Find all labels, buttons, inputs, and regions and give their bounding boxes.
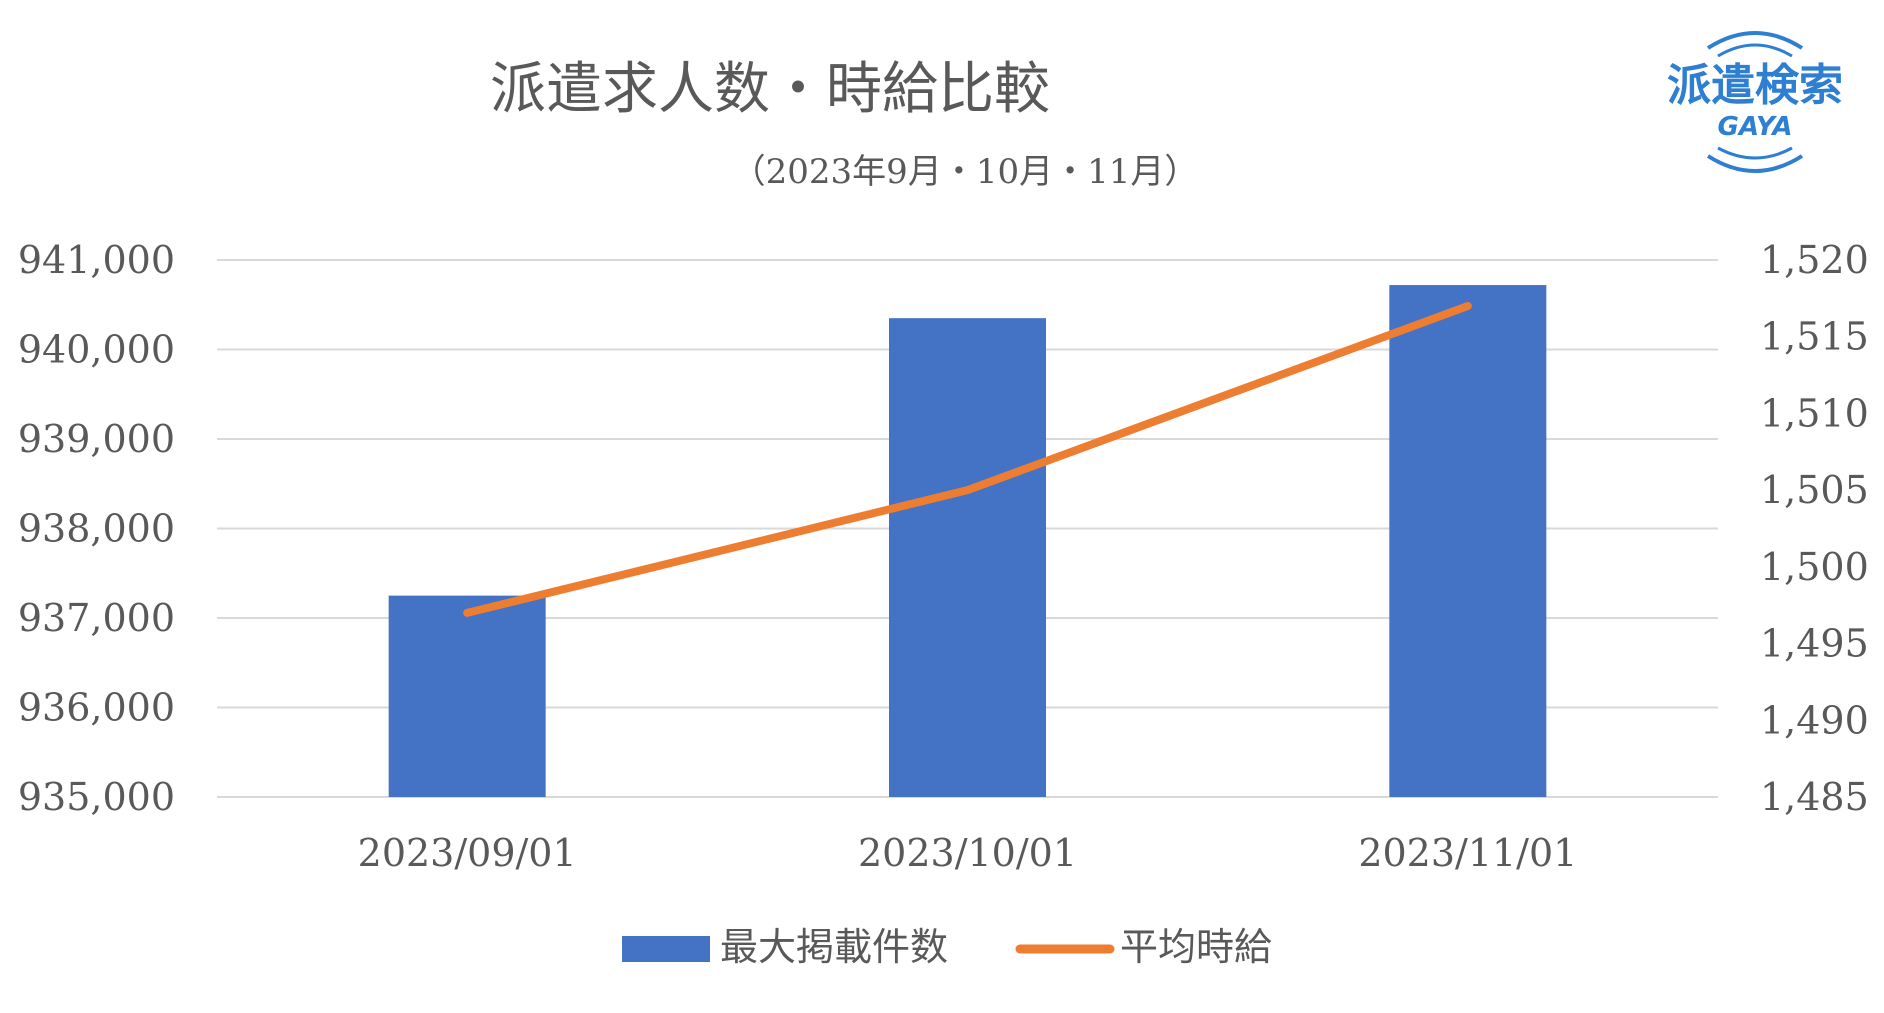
y-left-tick-label: 936,000 (18, 686, 175, 730)
logo-arc-bottom-inner-icon (1717, 146, 1793, 160)
y-right-tick-label: 1,500 (1760, 545, 1869, 589)
x-tick-label: 2023/09/01 (358, 831, 577, 875)
y-right-tick-label: 1,520 (1760, 238, 1869, 282)
bar (889, 318, 1046, 797)
bar (1389, 285, 1547, 797)
y-right-tick-label: 1,495 (1760, 622, 1869, 666)
y-right-tick-label: 1,485 (1760, 775, 1869, 819)
y-left-tick-label: 935,000 (18, 775, 175, 819)
y-left-tick-label: 938,000 (18, 507, 175, 551)
legend-swatch-bar (622, 936, 710, 962)
logo-title: 派遣検索 (1667, 60, 1843, 111)
y-left-tick-label: 941,000 (18, 238, 175, 282)
y-axis-left: 935,000 936,000 937,000 938,000 939,000 940,0… (18, 238, 175, 819)
x-axis: 2023/09/01 2023/10/01 2023/11/01 (358, 831, 1578, 875)
y-axis-right: 1,485 1,490 1,495 1,500 1,505 1,510 1,515 1,520 (1760, 238, 1869, 819)
y-left-tick-label: 939,000 (18, 417, 175, 461)
logo-subtitle: GAYA (1718, 112, 1793, 142)
bar-series (388, 285, 1547, 797)
line-point (466, 611, 469, 614)
x-tick-label: 2023/10/01 (858, 831, 1077, 875)
y-right-tick-label: 1,515 (1760, 315, 1869, 359)
logo-arc-top-icon (1706, 31, 1804, 50)
line-point (966, 489, 969, 492)
legend-label-bar: 最大掲載件数 (720, 925, 948, 969)
logo: 派遣検索 GAYA (1667, 31, 1843, 173)
legend-label-line: 平均時給 (1120, 925, 1272, 969)
line-point (1466, 305, 1469, 308)
y-right-tick-label: 1,490 (1760, 698, 1869, 742)
y-right-tick-label: 1,505 (1760, 468, 1869, 512)
logo-arc-bottom-icon (1706, 154, 1804, 173)
logo-arc-top-inner-icon (1717, 43, 1793, 58)
y-left-tick-label: 940,000 (18, 328, 175, 372)
y-left-tick-label: 937,000 (18, 596, 175, 640)
chart-title: 派遣求人数・時給比較 (490, 57, 1050, 122)
y-right-tick-label: 1,510 (1760, 391, 1869, 435)
bar (388, 595, 546, 797)
chart-subtitle: （2023年9月・10月・11月） (732, 152, 1199, 192)
legend: 最大掲載件数 平均時給 (622, 925, 1272, 969)
x-tick-label: 2023/11/01 (1358, 831, 1577, 875)
line-series (463, 302, 1472, 617)
